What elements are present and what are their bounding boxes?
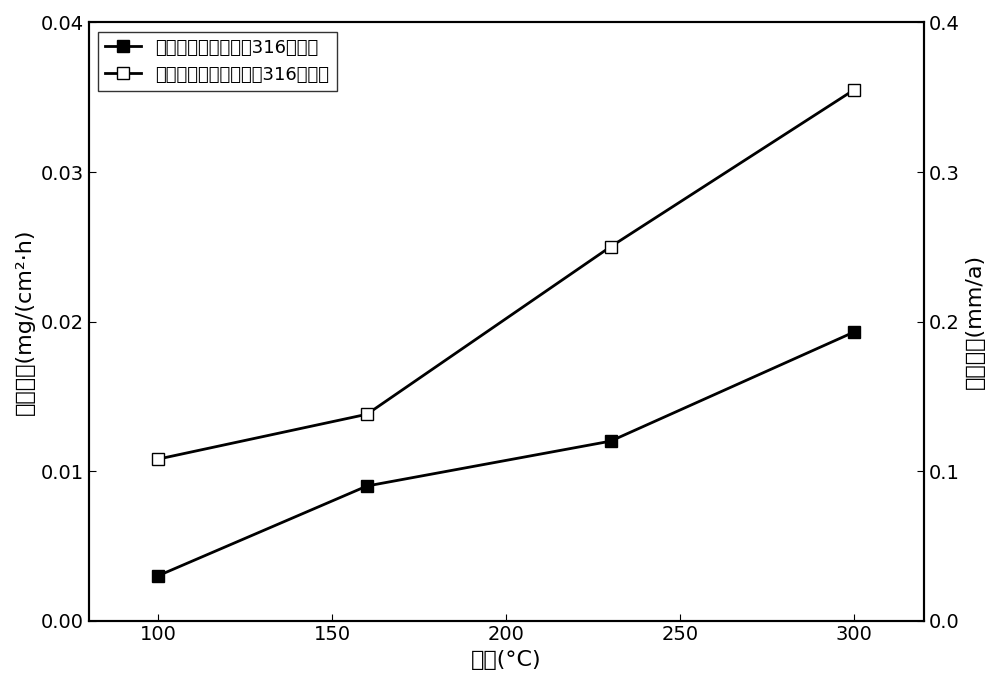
经磷酸盐钝化处理的316不锈钢 (152, 571, 164, 580)
未经磷酸盐钝化处理的316不锈钢 (361, 410, 373, 419)
X-axis label: 温度(°C): 温度(°C) (471, 650, 541, 670)
Y-axis label: 腐蚀速率(mg/(cm²·h): 腐蚀速率(mg/(cm²·h) (15, 228, 35, 415)
未经磷酸盐钝化处理的316不锈钢 (848, 86, 860, 94)
经磷酸盐钝化处理的316不锈钢 (848, 328, 860, 336)
经磷酸盐钝化处理的316不锈钢 (605, 437, 617, 445)
未经磷酸盐钝化处理的316不锈钢 (605, 242, 617, 251)
经磷酸盐钝化处理的316不锈钢 (361, 482, 373, 490)
Line: 未经磷酸盐钝化处理的316不锈钢: 未经磷酸盐钝化处理的316不锈钢 (153, 84, 860, 464)
Y-axis label: 腐蚀速率(mm/a): 腐蚀速率(mm/a) (965, 254, 985, 389)
未经磷酸盐钝化处理的316不锈钢 (152, 455, 164, 463)
Legend: 经磷酸盐钝化处理的316不锈钢, 未经磷酸盐钝化处理的316不锈钢: 经磷酸盐钝化处理的316不锈钢, 未经磷酸盐钝化处理的316不锈钢 (98, 32, 337, 91)
Line: 经磷酸盐钝化处理的316不锈钢: 经磷酸盐钝化处理的316不锈钢 (153, 327, 860, 582)
